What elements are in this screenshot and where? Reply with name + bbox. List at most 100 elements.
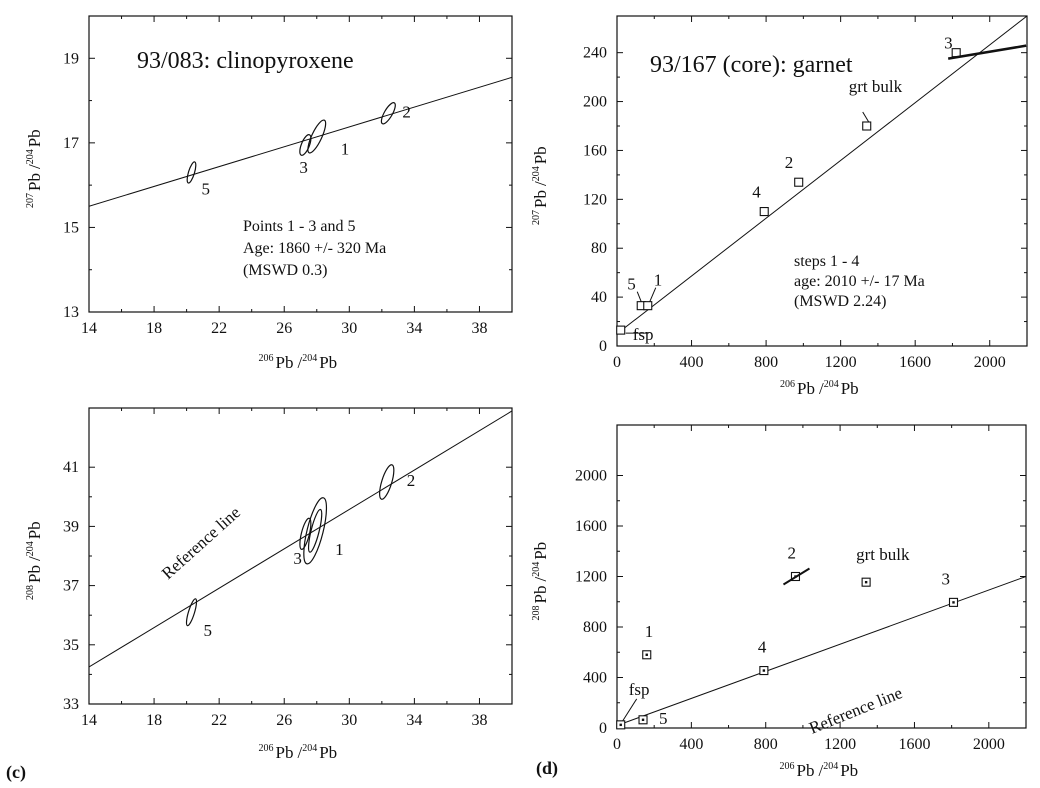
y-tick-label: 160 bbox=[583, 142, 607, 159]
y-tick-label: 1600 bbox=[575, 518, 607, 535]
y-tick-label: 41 bbox=[63, 459, 79, 476]
x-tick-label: 800 bbox=[754, 736, 778, 753]
y-tick-label: 80 bbox=[591, 240, 607, 257]
point-label-fsp: fsp bbox=[629, 680, 650, 699]
step-2-error-bar bbox=[782, 567, 810, 586]
error-ellipse-2 bbox=[379, 464, 395, 500]
x-axis-label-part-3: 204 bbox=[302, 353, 317, 364]
y-axis-label: 208 Pb /204 Pb bbox=[25, 521, 44, 600]
point-label-5: 5 bbox=[203, 621, 212, 640]
point-label-2: 2 bbox=[787, 544, 796, 563]
data-point-dot bbox=[864, 580, 868, 584]
y-tick-label: 19 bbox=[63, 50, 79, 67]
error-ellipse-1 bbox=[307, 508, 323, 553]
plot-frame bbox=[616, 15, 1028, 347]
point-label-3: 3 bbox=[944, 34, 953, 53]
y-axis-label-part-1: Pb bbox=[531, 586, 550, 604]
y-tick-label: 0 bbox=[599, 720, 607, 737]
x-tick-label: 0 bbox=[613, 354, 621, 371]
error-ellipse-3 bbox=[299, 517, 312, 550]
y-tick-label: 1200 bbox=[575, 569, 607, 586]
point-label-2: 2 bbox=[402, 102, 411, 121]
x-tick-label: 0 bbox=[613, 736, 621, 753]
y-tick-label: 33 bbox=[63, 696, 79, 713]
x-tick-label: 2000 bbox=[974, 354, 1006, 371]
x-axis-label-part-4: Pb bbox=[840, 761, 858, 780]
y-tick-label: 37 bbox=[63, 578, 79, 595]
data-point-4 bbox=[759, 207, 769, 217]
age-annotation-line: steps 1 - 4 bbox=[794, 253, 859, 270]
reference-line bbox=[617, 16, 1027, 335]
point-label-2: 2 bbox=[407, 471, 416, 490]
x-axis-label-part-2: / bbox=[818, 761, 823, 780]
grt-bulk-leader-line bbox=[862, 111, 870, 123]
y-axis-label-part-2: / bbox=[25, 556, 44, 561]
point-label-1: 1 bbox=[654, 271, 663, 290]
x-axis-label-part-1: Pb bbox=[797, 761, 815, 780]
x-axis-label-part-1: Pb bbox=[276, 353, 294, 372]
y-axis-label-part-1: Pb bbox=[25, 565, 44, 583]
x-tick-label: 18 bbox=[146, 712, 162, 729]
y-tick-label: 13 bbox=[63, 304, 79, 321]
y-tick-label: 15 bbox=[63, 219, 79, 236]
x-axis-label-part-0: 206 bbox=[780, 761, 795, 772]
y-tick-label: 800 bbox=[583, 619, 607, 636]
data-point-dot bbox=[641, 718, 645, 721]
x-axis-label-part-4: Pb bbox=[841, 379, 859, 398]
y-axis-label-part-2: / bbox=[25, 164, 44, 169]
x-tick-label: 1200 bbox=[825, 354, 857, 371]
y-axis-label: 207 Pb /204 Pb bbox=[25, 129, 44, 208]
point-label-5: 5 bbox=[659, 709, 668, 728]
error-ellipse-3 bbox=[299, 134, 312, 156]
x-axis-label-part-1: Pb bbox=[276, 743, 294, 762]
x-tick-label: 18 bbox=[146, 320, 162, 337]
x-tick-label: 14 bbox=[81, 320, 97, 337]
point-label-3: 3 bbox=[941, 569, 950, 588]
error-ellipse-5 bbox=[185, 598, 198, 627]
point-label-4: 4 bbox=[758, 638, 767, 657]
y-axis-label-part-3: 204 bbox=[531, 166, 542, 181]
x-axis-label: 206 Pb/204 Pb bbox=[259, 743, 338, 762]
point-5-leader-line bbox=[636, 291, 642, 302]
y-tick-label: 17 bbox=[63, 135, 79, 152]
data-point-dot bbox=[619, 723, 622, 727]
x-tick-label: 2000 bbox=[973, 736, 1005, 753]
y-tick-label: 35 bbox=[63, 637, 79, 654]
x-axis-label: 206 Pb/204 Pb bbox=[780, 761, 859, 780]
x-tick-label: 26 bbox=[276, 712, 292, 729]
reference-line-label: Reference line bbox=[806, 683, 905, 738]
chart-title: 93/167 (core): garnet bbox=[650, 52, 853, 78]
y-axis-label: 207 Pb /204 Pb bbox=[531, 146, 550, 225]
chart-d: 0 400 800 1200 1600 2000 0 400 800 1200 1600 2000 20… bbox=[531, 424, 1027, 780]
age-annotation-line: (MSWD 2.24) bbox=[794, 293, 886, 310]
y-axis-label-part-3: 204 bbox=[25, 541, 36, 556]
y-axis-label-part-4: Pb bbox=[531, 146, 550, 164]
point-label-1: 1 bbox=[645, 622, 654, 641]
x-axis-label-part-3: 204 bbox=[824, 379, 839, 390]
y-axis-label-part-3: 204 bbox=[531, 562, 542, 577]
x-axis-label-part-3: 204 bbox=[302, 743, 317, 754]
point-label-3: 3 bbox=[293, 549, 302, 568]
y-axis-label-part-4: Pb bbox=[25, 129, 44, 147]
point-label-2: 2 bbox=[785, 153, 794, 172]
x-tick-label: 22 bbox=[211, 320, 227, 337]
data-point-dot bbox=[762, 669, 766, 672]
point-label-5: 5 bbox=[201, 179, 210, 198]
data-point-fsp bbox=[616, 325, 626, 335]
x-tick-label: 34 bbox=[406, 712, 422, 729]
data-point-3 bbox=[951, 48, 961, 58]
error-ellipse-1 bbox=[303, 497, 328, 565]
x-tick-label: 30 bbox=[341, 320, 357, 337]
y-axis-label-part-4: Pb bbox=[25, 521, 44, 539]
y-axis-label-part-0: 208 bbox=[25, 585, 36, 600]
chart-title: 93/083: clinopyroxene bbox=[137, 48, 354, 74]
x-axis-label-part-4: Pb bbox=[319, 353, 337, 372]
y-tick-label: 120 bbox=[583, 191, 607, 208]
reference-line-label: Reference line bbox=[158, 503, 244, 583]
x-axis-label: 206 Pb/204 Pb bbox=[259, 353, 338, 372]
panel-label-c: (c) bbox=[6, 762, 26, 783]
data-point-dot bbox=[645, 653, 648, 656]
x-axis-label-part-0: 206 bbox=[780, 379, 795, 390]
